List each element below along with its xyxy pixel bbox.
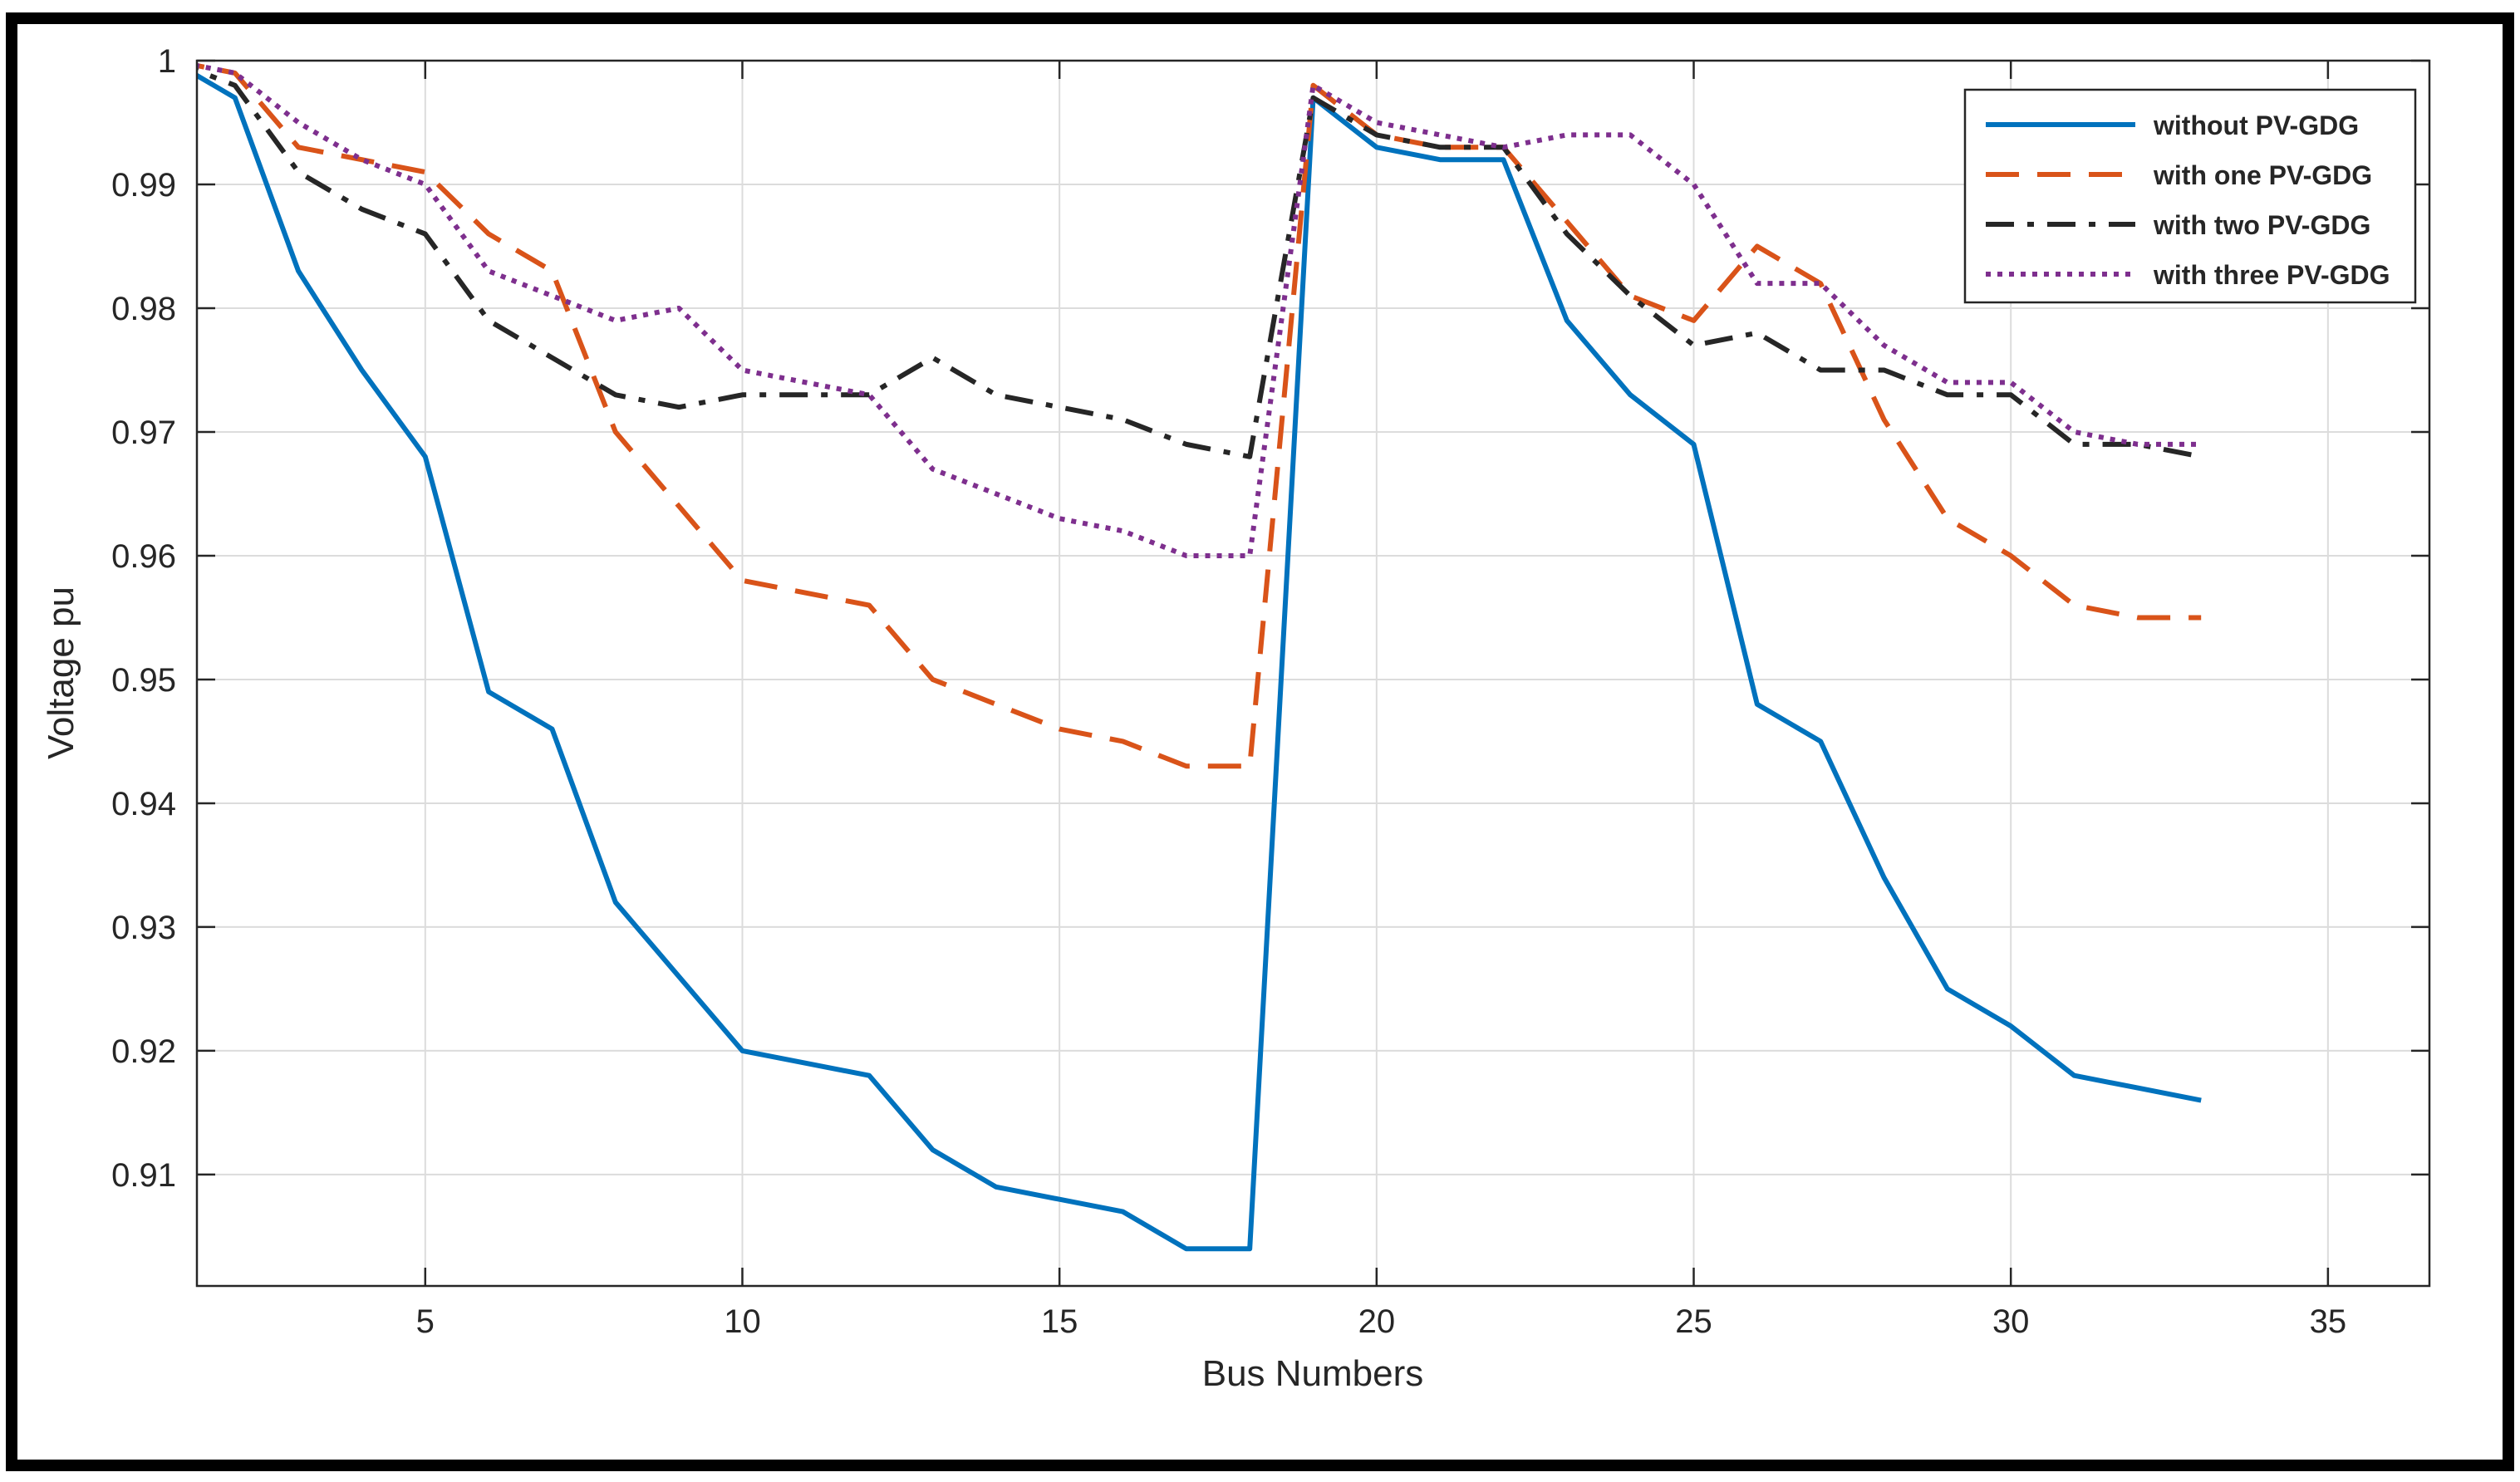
x-tick-label: 10 [724, 1303, 761, 1340]
y-tick-label: 0.93 [111, 910, 176, 946]
y-tick-label: 0.95 [111, 662, 176, 699]
x-tick-label: 15 [1041, 1303, 1078, 1340]
legend-label-3: with two PV-GDG [2153, 210, 2370, 240]
series-line-3 [197, 67, 2202, 459]
y-tick-label: 0.99 [111, 167, 176, 204]
y-tick-label: 0.96 [111, 538, 176, 575]
ticks [197, 59, 2429, 1286]
y-tick-label: 0.91 [111, 1157, 176, 1194]
y-tick-label: 1 [158, 43, 176, 80]
x-tick-label: 20 [1358, 1303, 1396, 1340]
y-tick-label: 0.94 [111, 786, 176, 822]
series-line-1 [197, 72, 2202, 1252]
x-tick-label: 5 [416, 1303, 435, 1340]
y-tick-label: 0.92 [111, 1033, 176, 1070]
x-axis-label: Bus Numbers [1202, 1353, 1424, 1394]
legend-label-2: with one PV-GDG [2153, 160, 2372, 190]
legend: without PV-GDG with one PV-GDG with two PV… [1963, 88, 2417, 304]
x-tick-label: 35 [2310, 1303, 2347, 1340]
series-line-4 [197, 62, 2202, 558]
x-tick-label: 25 [1675, 1303, 1712, 1340]
y-tick-label: 0.97 [111, 415, 176, 451]
x-tick-labels: 5 10 15 20 25 30 35 [416, 1303, 2346, 1340]
series-line-2 [197, 62, 2202, 769]
y-axis-label: Voltage pu [41, 586, 81, 759]
plot-box [195, 59, 2431, 1288]
y-tick-labels: 0.91 0.92 0.93 0.94 0.95 0.96 0.97 0.98 0.99 1 [111, 43, 176, 1194]
y-tick-label: 0.98 [111, 291, 176, 327]
legend-label-4: with three PV-GDG [2153, 260, 2390, 290]
x-tick-label: 30 [1992, 1303, 2030, 1340]
series-lines [197, 62, 2202, 1252]
legend-label-1: without PV-GDG [2153, 110, 2359, 140]
